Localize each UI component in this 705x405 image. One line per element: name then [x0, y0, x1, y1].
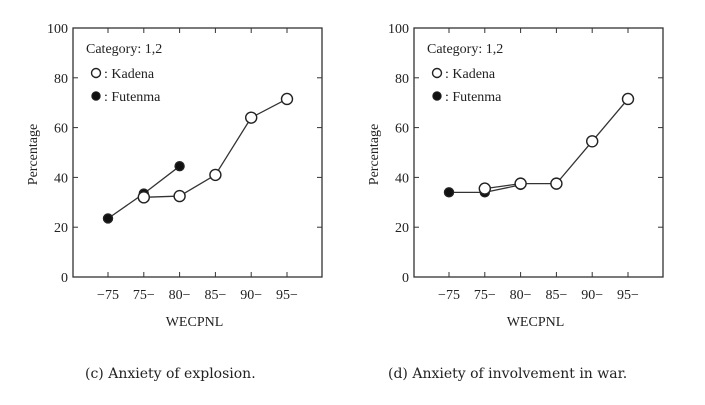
- y-tick-label: 0: [61, 271, 68, 286]
- legend-marker-kadena: [431, 67, 443, 79]
- data-point-kadena: [478, 182, 491, 195]
- y-tick-label: 60: [54, 122, 68, 137]
- legend-label-kadena: : Kadena: [445, 67, 496, 82]
- y-tick-label: 100: [47, 22, 68, 37]
- data-point-kadena: [137, 191, 151, 204]
- legend-title: Category: 1,2: [427, 42, 503, 57]
- y-tick-label: 80: [54, 72, 68, 87]
- y-axis-title: Percentage: [26, 124, 41, 185]
- y-tick-label: 60: [395, 122, 409, 137]
- x-axis-title: WECPNL: [166, 315, 224, 330]
- x-tick-label: 80−: [169, 288, 191, 303]
- legend-label-kadena: : Kadena: [104, 67, 155, 82]
- legend-label-futenma: : Futenma: [445, 90, 502, 105]
- x-tick-label: 75−: [474, 288, 496, 303]
- plot-frame: [413, 27, 664, 278]
- series-line-kadena: [484, 98, 629, 190]
- caption-d: (d) Anxiety of involvement in war.: [388, 366, 628, 382]
- x-tick-label: 85−: [545, 288, 567, 303]
- x-tick-label: 85−: [204, 288, 226, 303]
- legend-marker-futenma: [432, 91, 442, 101]
- y-tick-label: 100: [388, 22, 409, 37]
- legend-label-futenma: : Futenma: [104, 90, 161, 105]
- x-tick-label: −75: [438, 288, 460, 303]
- data-point-futenma: [102, 213, 114, 224]
- data-point-kadena: [621, 92, 635, 106]
- y-tick-label: 0: [402, 271, 409, 286]
- x-tick-label: 95−: [617, 288, 639, 303]
- y-tick-label: 40: [395, 171, 409, 186]
- y-tick-label: 20: [54, 221, 68, 236]
- x-tick-label: −75: [97, 288, 119, 303]
- series-line-kadena: [143, 98, 288, 198]
- y-axis-title: Percentage: [367, 124, 382, 185]
- data-point-kadena: [550, 177, 563, 190]
- data-point-kadena: [173, 189, 186, 203]
- x-axis-title: WECPNL: [507, 315, 565, 330]
- data-point-futenma: [174, 160, 185, 172]
- data-point-kadena: [209, 168, 222, 182]
- caption-c: (c) Anxiety of explosion.: [85, 366, 256, 382]
- legend-marker-kadena: [90, 67, 102, 79]
- x-tick-label: 75−: [133, 288, 155, 303]
- data-point-futenma: [443, 187, 455, 198]
- plot-frame: [72, 27, 323, 278]
- y-tick-label: 40: [54, 171, 68, 186]
- data-point-kadena: [586, 135, 599, 148]
- x-tick-label: 90−: [240, 288, 262, 303]
- data-point-kadena: [280, 92, 294, 106]
- x-tick-label: 90−: [581, 288, 603, 303]
- x-tick-label: 95−: [276, 288, 298, 303]
- y-tick-label: 20: [395, 221, 409, 236]
- legend-marker-futenma: [91, 91, 101, 101]
- legend-title: Category: 1,2: [86, 42, 162, 57]
- data-point-kadena: [244, 111, 258, 124]
- data-point-kadena: [514, 177, 527, 190]
- chart-panel-d: 0 20 40 60 80 100 −75 75− 80− 85− 90− 95− WECPNL Perc…: [367, 22, 664, 330]
- x-tick-label: 80−: [510, 288, 532, 303]
- y-tick-label: 80: [395, 72, 409, 87]
- chart-panel-c: 0 20 40 60 80 100 −75 75− 80− 85− 90− 95− WECPNL Perc…: [26, 22, 323, 330]
